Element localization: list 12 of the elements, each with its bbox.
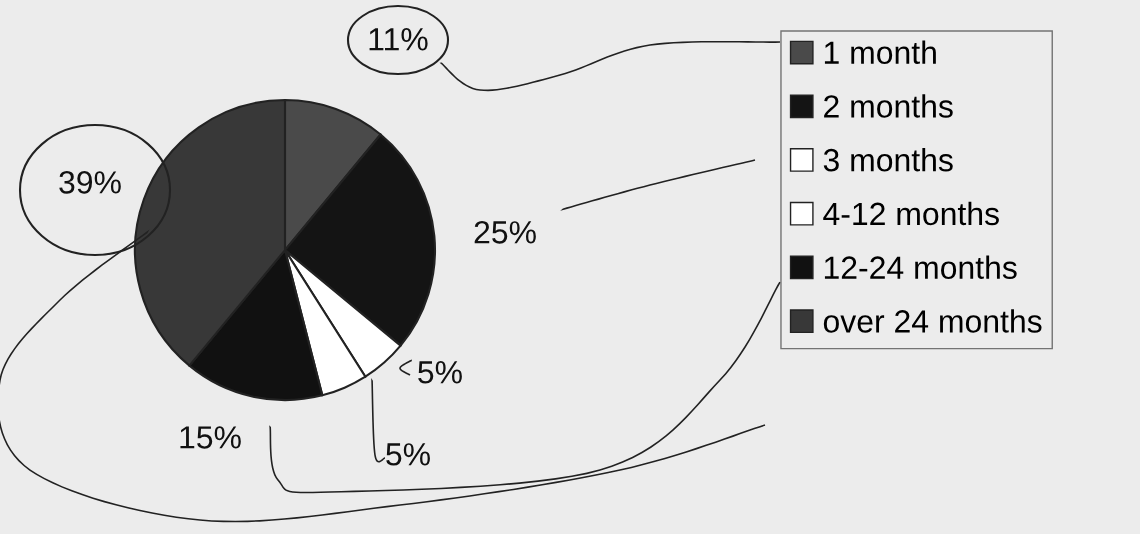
data-label: 39% — [59, 171, 121, 194]
legend-label: 4-12 months — [823, 201, 999, 226]
legend-label: over 24 months — [823, 309, 1042, 333]
legend-label: 1 month — [824, 40, 936, 65]
legend-label: 2 months — [824, 94, 953, 118]
data-label: 15% — [180, 426, 241, 449]
data-label: 25% — [474, 221, 536, 244]
legend-label: 12-24 months — [824, 255, 1017, 279]
legend-label: 3 months — [823, 148, 953, 172]
data-label: 5% — [418, 361, 462, 384]
data-label: 5% — [386, 443, 430, 466]
data-label: 11% — [369, 28, 428, 51]
